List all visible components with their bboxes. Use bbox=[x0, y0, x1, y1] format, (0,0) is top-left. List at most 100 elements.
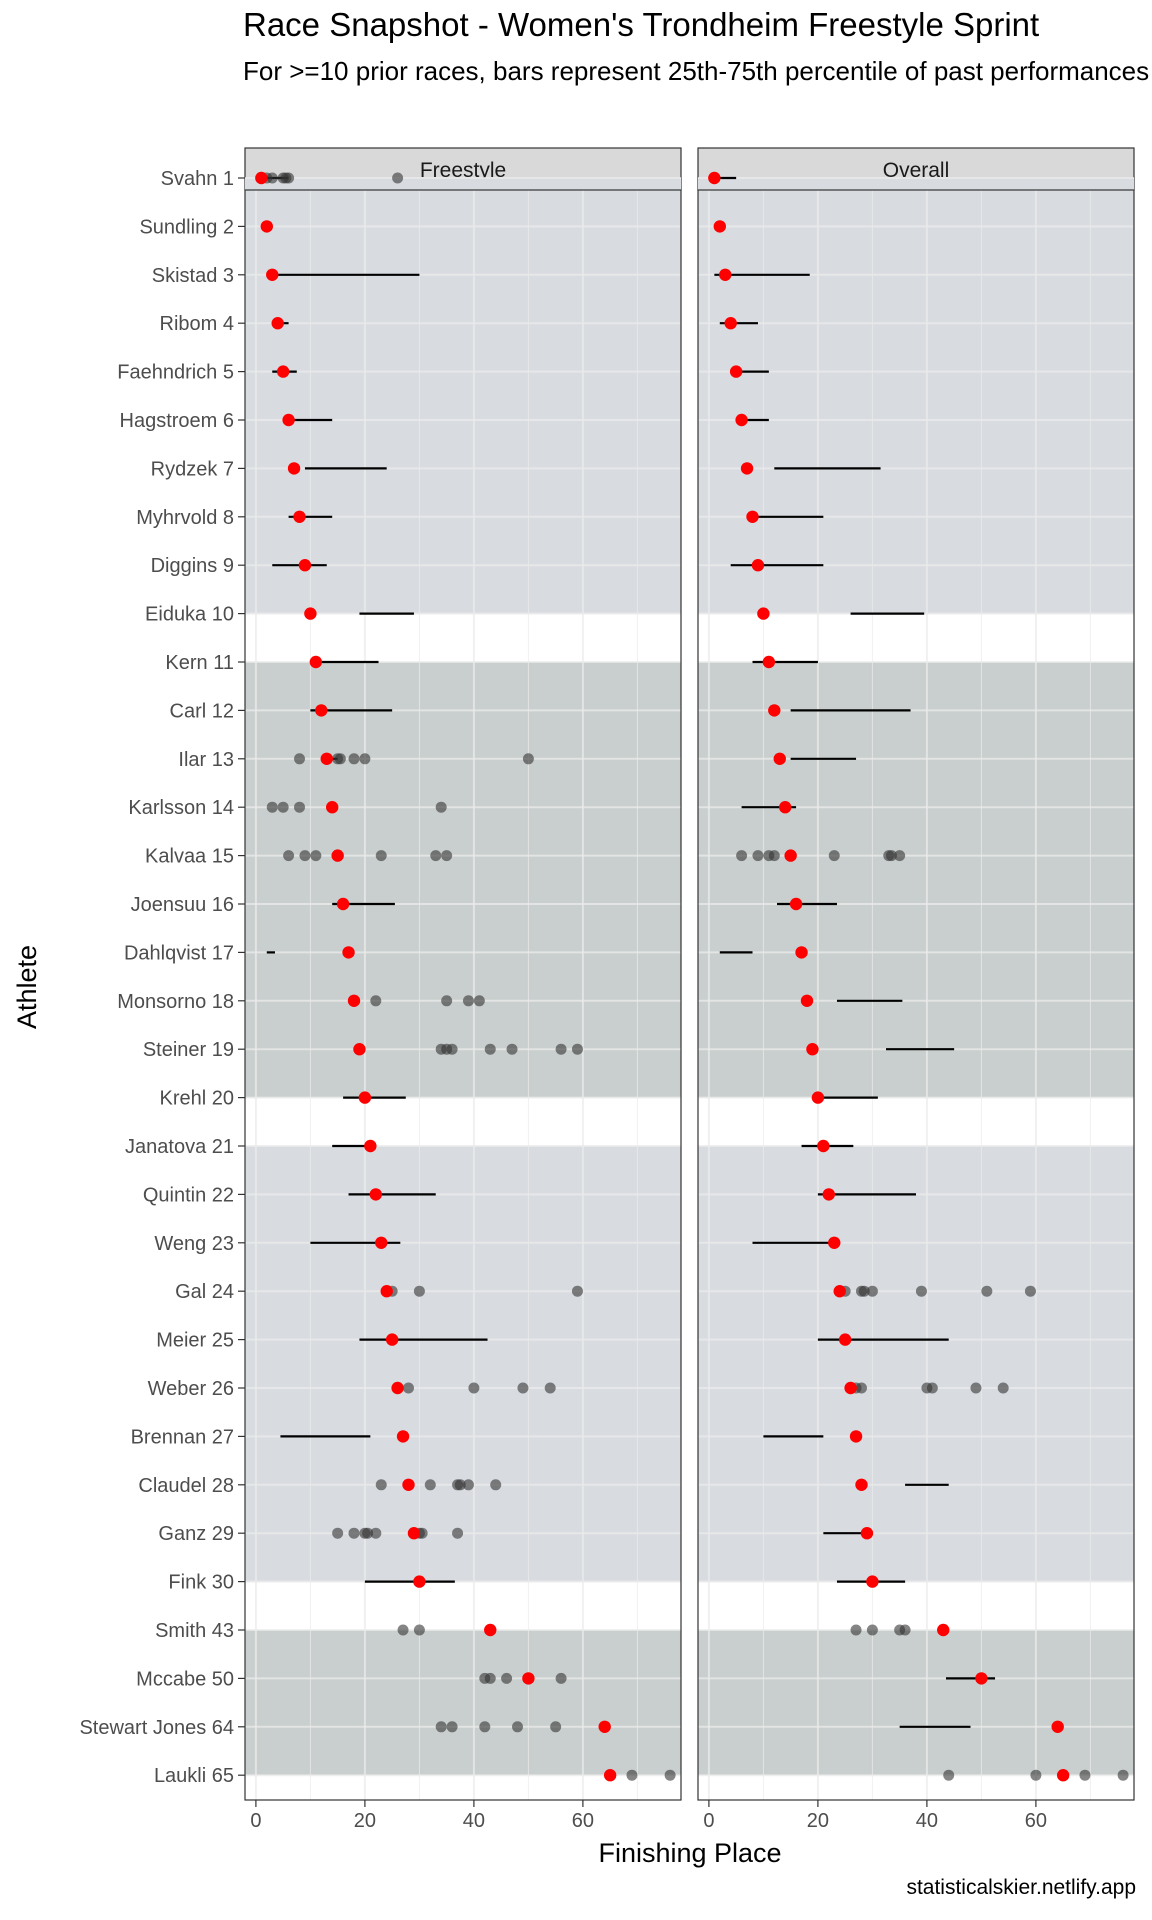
current-place-point bbox=[260, 220, 273, 233]
past-result-point bbox=[462, 1479, 474, 1491]
athlete-label: Ganz 29 bbox=[158, 1523, 234, 1545]
athlete-label: Kalvaa 15 bbox=[145, 846, 234, 868]
athlete-label: Ilar 13 bbox=[178, 749, 234, 771]
past-result-point bbox=[571, 1285, 583, 1297]
past-result-point bbox=[370, 995, 382, 1007]
current-place-point bbox=[484, 1623, 497, 1637]
past-result-point bbox=[915, 1285, 927, 1297]
past-result-point bbox=[858, 1285, 870, 1297]
past-result-point bbox=[348, 753, 360, 765]
past-result-point bbox=[885, 850, 897, 862]
current-place-point bbox=[369, 1188, 382, 1201]
current-place-point bbox=[713, 220, 726, 233]
current-place-point bbox=[358, 1091, 372, 1104]
current-place-point bbox=[751, 559, 765, 572]
current-place-point bbox=[266, 268, 279, 281]
current-place-point bbox=[806, 1043, 819, 1056]
past-result-point bbox=[299, 850, 311, 862]
facet-panels: Freestyle 0 20 40 60 Overall 0 20 40 60 bbox=[244, 147, 1135, 1832]
current-place-point bbox=[282, 413, 295, 427]
past-result-point bbox=[1079, 1769, 1091, 1781]
past-result-point bbox=[943, 1769, 955, 1781]
current-place-point bbox=[784, 849, 797, 862]
x-tick-label: 20 bbox=[807, 1810, 829, 1832]
current-place-point bbox=[1056, 1769, 1070, 1782]
past-result-point bbox=[479, 1721, 491, 1733]
past-result-point bbox=[446, 1721, 458, 1733]
shaded-band bbox=[245, 1630, 681, 1776]
past-result-point bbox=[981, 1285, 993, 1297]
current-place-point bbox=[849, 1430, 863, 1443]
past-result-point bbox=[392, 172, 404, 184]
x-tick-label: 40 bbox=[463, 1810, 485, 1832]
past-result-point bbox=[501, 1672, 513, 1684]
past-result-point bbox=[446, 1043, 458, 1055]
past-result-point bbox=[266, 172, 278, 184]
past-result-point bbox=[866, 1285, 878, 1297]
past-result-point bbox=[768, 850, 780, 862]
past-result-point bbox=[348, 1527, 360, 1539]
current-place-point bbox=[975, 1672, 988, 1685]
past-result-point bbox=[517, 1382, 529, 1394]
current-place-point bbox=[740, 462, 754, 475]
shaded-band bbox=[245, 1146, 681, 1582]
athlete-label: Carl 12 bbox=[170, 700, 234, 722]
past-result-point bbox=[452, 1527, 464, 1539]
current-place-point bbox=[773, 752, 786, 765]
current-place-point bbox=[708, 171, 721, 185]
past-result-point bbox=[970, 1382, 982, 1394]
past-result-point bbox=[544, 1382, 556, 1394]
shaded-band bbox=[698, 1146, 1134, 1582]
current-place-point bbox=[817, 1139, 830, 1153]
current-place-point bbox=[838, 1333, 852, 1346]
athlete-label: Diggins 9 bbox=[151, 555, 234, 577]
athlete-label: Krehl 20 bbox=[160, 1088, 235, 1110]
current-place-point bbox=[364, 1139, 377, 1153]
past-result-point bbox=[926, 1382, 938, 1394]
athlete-label: Joensuu 16 bbox=[131, 894, 234, 916]
current-place-point bbox=[522, 1672, 535, 1685]
athlete-label: Monsorno 18 bbox=[117, 991, 234, 1013]
x-tick-label: 20 bbox=[354, 1810, 376, 1832]
past-result-point bbox=[283, 850, 295, 862]
shaded-band bbox=[698, 1630, 1134, 1776]
shaded-band bbox=[698, 662, 1134, 1098]
past-result-point bbox=[484, 1672, 496, 1684]
past-result-point bbox=[484, 1043, 496, 1055]
shaded-band bbox=[245, 662, 681, 1098]
current-place-point bbox=[795, 946, 808, 959]
x-tick-label: 0 bbox=[703, 1810, 714, 1832]
past-result-point bbox=[506, 1043, 518, 1055]
past-result-point bbox=[362, 1527, 374, 1539]
past-result-point bbox=[413, 1285, 425, 1297]
athlete-label: Myhrvold 8 bbox=[136, 507, 234, 529]
x-axis-label: Finishing Place bbox=[598, 1838, 781, 1868]
past-result-point bbox=[283, 172, 295, 184]
current-place-point bbox=[844, 1381, 857, 1395]
past-result-point bbox=[850, 1624, 862, 1636]
current-place-point bbox=[855, 1478, 868, 1492]
athlete-label: Meier 25 bbox=[156, 1330, 234, 1352]
past-result-point bbox=[424, 1479, 436, 1491]
past-result-point bbox=[899, 1624, 911, 1636]
current-place-point bbox=[789, 897, 803, 911]
source-caption: statisticalskier.netlify.app bbox=[906, 1876, 1136, 1899]
x-tick-label: 40 bbox=[916, 1810, 938, 1832]
athlete-label: Mccabe 50 bbox=[136, 1668, 234, 1690]
current-place-point bbox=[860, 1527, 874, 1540]
shaded-band bbox=[698, 178, 1134, 614]
current-place-point bbox=[385, 1333, 399, 1346]
current-place-point bbox=[833, 1285, 846, 1298]
current-place-point bbox=[598, 1720, 611, 1734]
past-result-point bbox=[866, 1624, 878, 1636]
athlete-label: Weber 26 bbox=[148, 1378, 234, 1400]
current-place-point bbox=[413, 1575, 426, 1588]
current-place-point bbox=[336, 897, 350, 911]
past-result-point bbox=[1024, 1285, 1036, 1297]
panel-overall: Overall 0 20 40 60 bbox=[697, 147, 1135, 1832]
current-place-point bbox=[735, 413, 748, 427]
current-place-point bbox=[353, 1043, 366, 1056]
past-result-point bbox=[550, 1721, 562, 1733]
athlete-label: Skistad 3 bbox=[152, 265, 234, 287]
past-result-point bbox=[266, 801, 278, 813]
